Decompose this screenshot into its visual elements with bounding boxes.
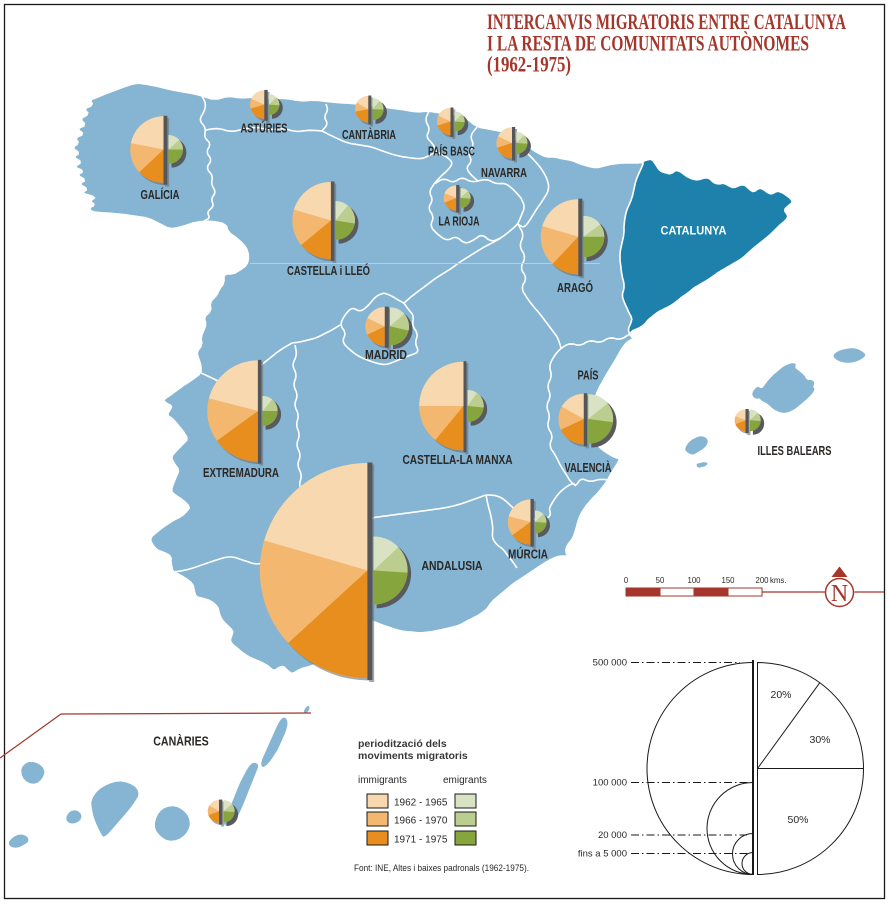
svg-text:20%: 20% [770,689,791,701]
svg-text:N: N [831,581,848,607]
svg-text:CANTÀBRIA: CANTÀBRIA [342,127,396,142]
svg-text:30%: 30% [809,734,830,746]
svg-text:CANÀRIES: CANÀRIES [153,734,209,749]
svg-text:500 000: 500 000 [593,658,627,669]
svg-text:MÚRCIA: MÚRCIA [508,547,548,562]
svg-text:CASTELLA-LA MANXA: CASTELLA-LA MANXA [403,452,513,467]
svg-text:periodització dels: periodització dels [358,738,447,750]
svg-text:emigrants: emigrants [443,775,487,786]
svg-text:kms.: kms. [770,576,786,585]
svg-text:Font: INE, Altes i baixes padr: Font: INE, Altes i baixes padronals (196… [354,863,529,873]
svg-text:INTERCANVIS MIGRATORIS ENTRE C: INTERCANVIS MIGRATORIS ENTRE CATALUNYA [487,9,846,34]
svg-text:ILLES BALEARS: ILLES BALEARS [758,443,832,458]
svg-text:50%: 50% [787,814,808,826]
svg-text:1966 - 1970: 1966 - 1970 [394,816,448,827]
svg-text:PAÍS BASC: PAÍS BASC [428,144,475,159]
svg-text:ANDALUSIA: ANDALUSIA [422,558,483,573]
svg-text:150: 150 [721,576,735,585]
svg-text:immigrants: immigrants [358,775,407,786]
svg-text:CATALUNYA: CATALUNYA [661,226,727,238]
svg-text:200: 200 [755,576,769,585]
svg-text:CASTELLA i LLEÓ: CASTELLA i LLEÓ [287,263,370,278]
svg-text:GALÍCIA: GALÍCIA [141,187,180,202]
svg-text:moviments migratoris: moviments migratoris [358,750,468,762]
svg-text:100 000: 100 000 [593,778,627,789]
svg-text:LA RIOJA: LA RIOJA [439,214,480,229]
svg-text:PAÍS: PAÍS [578,368,599,383]
svg-text:100: 100 [687,576,701,585]
svg-text:VALENCIÀ: VALENCIÀ [565,460,612,475]
svg-text:(1962-1975): (1962-1975) [487,52,571,77]
svg-text:NAVARRA: NAVARRA [481,165,527,180]
svg-text:0: 0 [624,576,629,585]
svg-text:1962 - 1965: 1962 - 1965 [394,798,448,809]
svg-text:20 000: 20 000 [598,830,627,841]
svg-text:ARAGÓ: ARAGÓ [557,280,593,295]
svg-text:ASTÚRIES: ASTÚRIES [241,121,288,136]
svg-text:1971 - 1975: 1971 - 1975 [394,835,448,846]
svg-text:fins a 5 000: fins a 5 000 [578,849,627,860]
svg-text:50: 50 [656,576,665,585]
svg-text:EXTREMADURA: EXTREMADURA [203,465,279,480]
svg-text:MADRID: MADRID [365,347,407,362]
svg-text:I LA RESTA DE COMUNITATS AUTÒN: I LA RESTA DE COMUNITATS AUTÒNOMES [487,31,809,56]
